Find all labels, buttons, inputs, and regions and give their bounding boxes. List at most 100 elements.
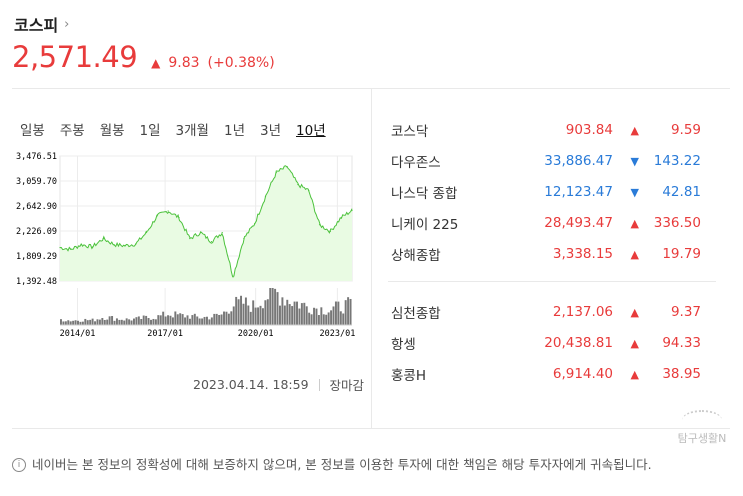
volume-bar [230,311,233,325]
volume-bar [213,313,216,325]
data-point [167,210,169,212]
index-change: 42.81 [662,184,701,200]
triangle-down-icon: ▼ [630,154,639,168]
volume-bar [157,315,160,325]
disclaimer-text: 네이버는 본 정보의 정확성에 대해 보증하지 않으며, 본 정보를 이용한 투… [32,457,652,472]
volume-bar [215,313,218,325]
volume-bar [247,305,250,325]
y-tick-label: 2,226.09 [16,227,57,237]
volume-bar [227,313,230,325]
volume-bar [298,308,301,325]
index-row[interactable]: 항셍 20,438.81 ▲ 94.33 [391,332,711,354]
volume-bar [179,313,182,325]
volume-bar [339,311,342,325]
volume-bar [332,306,335,325]
data-point [221,231,223,234]
volume-bar [271,288,274,325]
volume-bar [276,292,279,325]
volume-bar [334,301,337,325]
triangle-up-icon: ▲ [630,367,639,381]
volume-bar [89,319,92,325]
info-icon: i [12,458,26,472]
index-name: 코스닥 [391,124,429,140]
data-point [308,189,310,192]
volume-bar [325,314,328,325]
volume-bar [257,307,260,325]
tab-3year[interactable]: 3년 [260,123,282,139]
data-point [264,195,267,198]
data-point [329,230,331,232]
watermark-text: 탐구생활N [677,432,727,445]
volume-bar [208,319,211,325]
index-row[interactable]: 코스닥 903.84 ▲ 9.59 [391,119,711,141]
indices-divider [388,281,716,282]
index-row[interactable]: 다우존스 33,886.47 ▼ 143.22 [391,150,711,172]
tab-10year[interactable]: 10년 [296,123,326,139]
index-value: 12,123.47 [544,184,613,200]
index-value: 20,438.81 [544,335,613,351]
index-row[interactable]: 니케이 225 28,493.47 ▲ 336.50 [391,212,711,234]
index-row[interactable]: 심천종합 2,137.06 ▲ 9.37 [391,301,711,323]
volume-bar [101,318,104,325]
volume-bar [317,315,320,325]
volume-bar [196,316,199,325]
index-change: 336.50 [653,215,701,231]
volume-bar [171,317,174,325]
index-title-link[interactable]: 코스피 › [14,12,69,36]
tab-3month[interactable]: 3개월 [175,123,209,139]
volume-bar [108,316,111,325]
volume-bar [176,314,179,325]
tab-1day[interactable]: 1일 [139,123,161,139]
data-point [70,248,72,250]
volume-bar [283,305,286,325]
volume-bar [286,299,289,325]
triangle-down-icon: ▼ [630,185,639,199]
separator [318,378,320,391]
volume-bar [330,310,333,325]
volume-bar [252,300,255,325]
volume-bar [118,319,121,325]
triangle-up-icon: ▲ [630,123,639,137]
volume-bar [293,301,296,325]
volume-bar [342,313,345,325]
volume-bar [123,320,126,325]
price-chart: 3,476.51 3,059.70 2,642.90 2,226.09 1,809.29… [16,152,355,339]
volume-bar [147,318,150,325]
volume-bar [84,318,87,325]
y-tick-label: 3,476.51 [16,152,57,162]
triangle-up-icon: ▲ [630,305,639,319]
volume-bar [279,305,281,325]
chart-line [59,165,353,277]
volume-bar [188,318,191,325]
volume-bar [313,307,316,325]
tab-1year[interactable]: 1년 [223,123,245,139]
volume-bar [191,315,194,325]
tab-daily[interactable]: 일봉 [20,123,45,139]
price-summary: 2,571.49 ▲ 9.83 (+0.38%) [12,40,275,74]
index-row[interactable]: 나스닥 종합 12,123.47 ▼ 42.81 [391,181,711,203]
volume-bar [137,316,140,325]
volume-bar [320,307,323,325]
price-change: 9.83 [168,55,200,71]
volume-bar [64,321,67,325]
volume-bar [164,316,167,325]
volume-bar [201,318,204,325]
volume-bar [349,298,352,325]
volume-bar [261,308,264,325]
data-point [254,222,256,225]
volume-bar [266,299,269,325]
index-row[interactable]: 상해종합 3,338.15 ▲ 19.79 [391,243,711,265]
chart-area-fill [60,165,352,281]
volume-bar [174,311,177,325]
current-price: 2,571.49 [12,40,138,74]
tab-monthly[interactable]: 월봉 [99,123,125,139]
tab-weekly[interactable]: 주봉 [59,123,85,139]
volume-bar [220,314,223,325]
triangle-up-icon: ▲ [630,216,639,230]
index-name: 심천종합 [391,306,441,322]
triangle-up-icon: ▲ [630,247,639,261]
index-change: 9.37 [670,304,701,320]
index-change: 38.95 [662,366,701,382]
index-row[interactable]: 홍콩H 6,914.40 ▲ 38.95 [391,363,711,385]
volume-bar [347,297,350,325]
